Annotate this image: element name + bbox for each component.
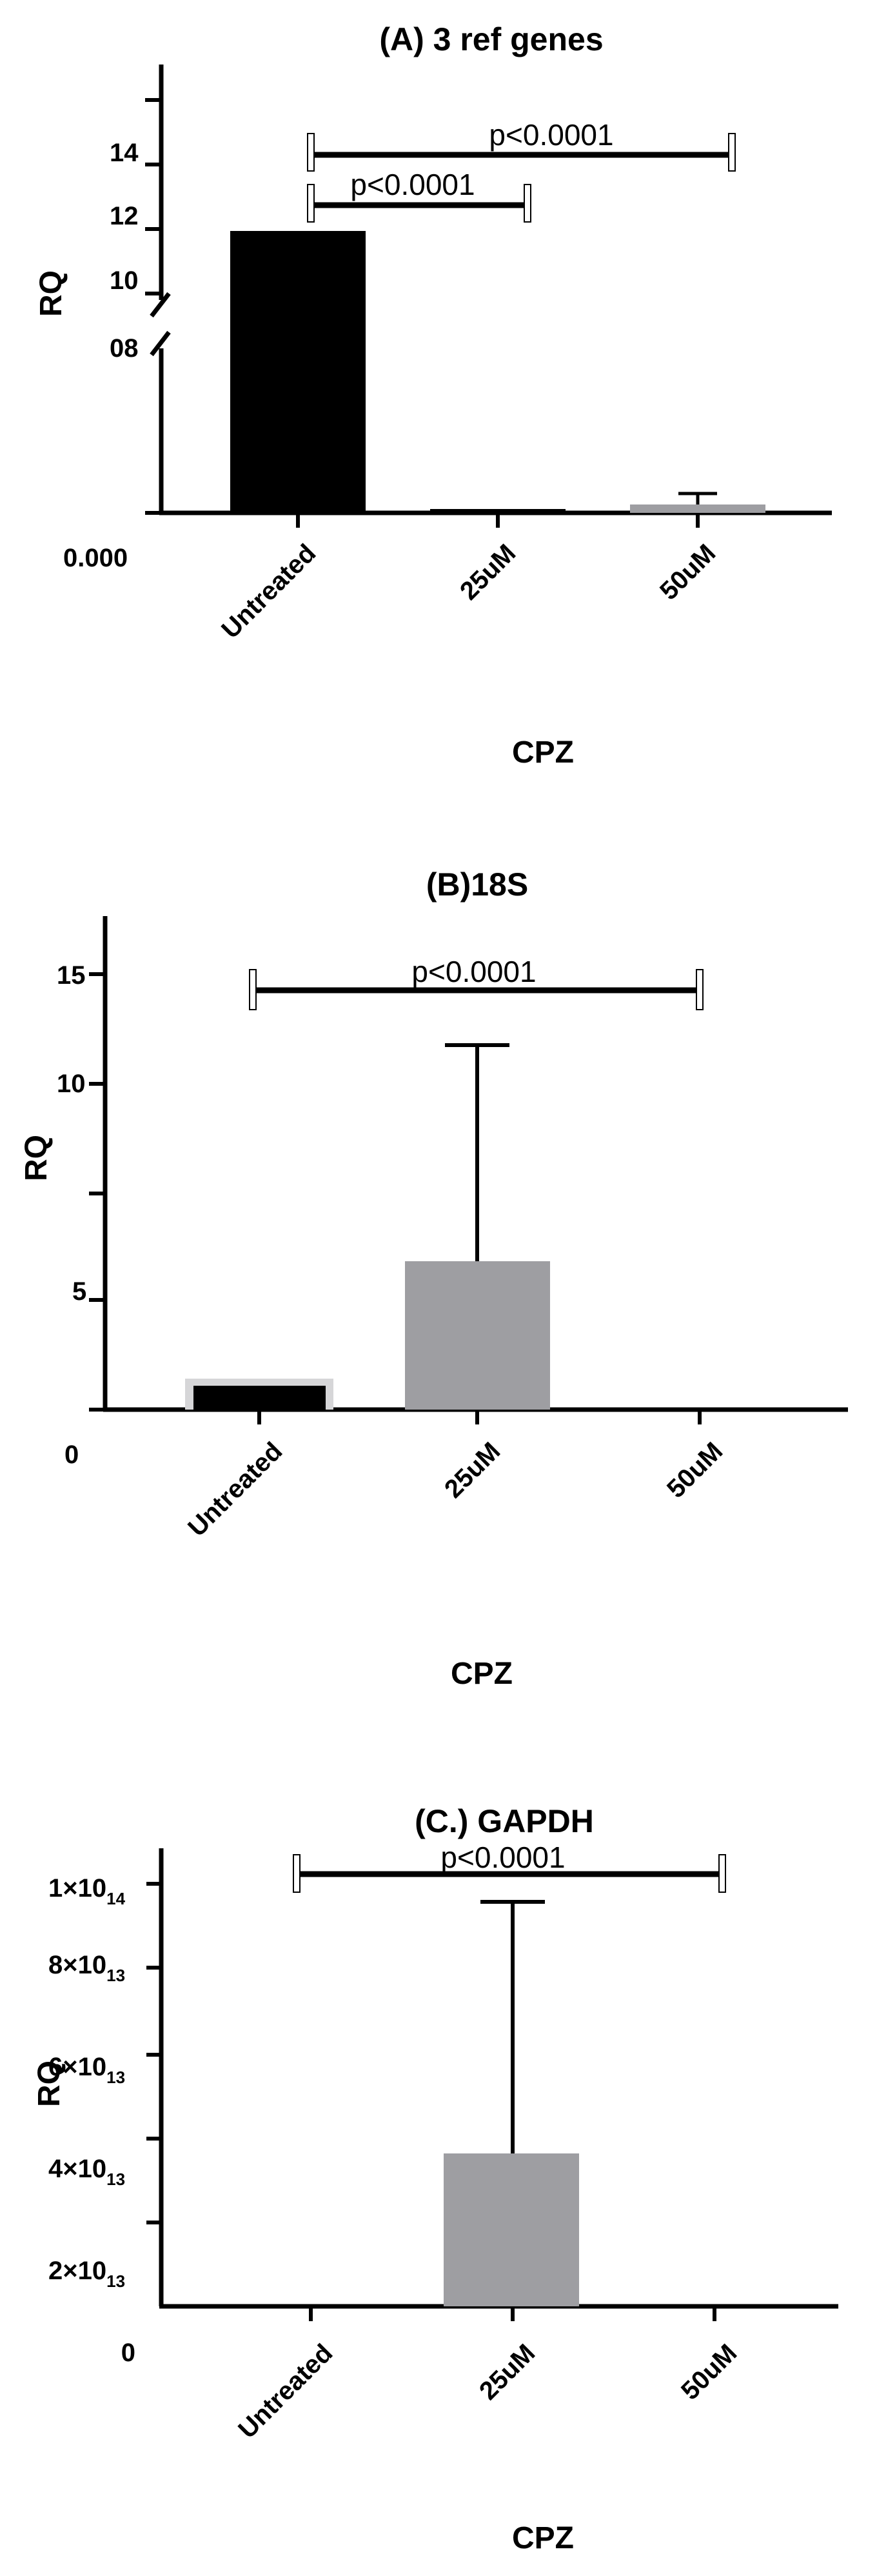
panel-c-y-axis-label: RQ	[32, 2061, 66, 2107]
panel-a-pvalue-label: p<0.0001	[489, 118, 613, 152]
panel-b-ytick-label: 0	[64, 1441, 79, 1469]
panel-a-x-axis-label: CPZ	[512, 735, 574, 770]
panel-b-bar-25um	[405, 1261, 550, 1410]
panel-b-pvalue-label: p<0.0001	[411, 955, 536, 988]
panel-a-bar-50um	[630, 504, 765, 513]
panel-a-ytick-label: 14	[110, 139, 139, 167]
panel-b-title: (B)18S	[426, 866, 528, 903]
panel-c-title: (C.) GAPDH	[415, 1803, 594, 1839]
panel-a-bar-untreated	[230, 231, 366, 513]
panel-a-significance-bracket: p<0.0001	[307, 168, 531, 223]
panel-c-xtick-label: Untreated	[233, 2339, 338, 2444]
panel-b-significance-bracket: p<0.0001	[249, 955, 704, 1010]
panel-a-ytick-label: 0.000	[63, 544, 128, 572]
panel-b-x-axis-label: CPZ	[451, 1657, 513, 1691]
panel-b-chart: (B)18S RQ CPZ 0 5 10 15 Untreated 25uM 5…	[19, 866, 848, 1691]
panel-a-title: (A) 3 ref genes	[379, 21, 603, 57]
panel-c-ytick-label: 1×1014	[48, 1874, 126, 1908]
panel-a-axis-break-mark	[150, 292, 171, 318]
panel-a-y-axis-label: RQ	[34, 270, 68, 317]
panel-b-bar-untreated	[193, 1386, 326, 1410]
panel-b-ytick-label: 10	[57, 1070, 86, 1098]
panel-a-ytick-label: 08	[110, 334, 139, 363]
panel-a-xtick-label: Untreated	[216, 539, 321, 644]
panel-c-xtick-label: 25uM	[474, 2339, 540, 2405]
panel-a-ytick-label: 10	[110, 266, 139, 295]
panel-c-chart: (C.) GAPDH RQ CPZ 0 2×1013 4×1013 6×1013…	[32, 1803, 838, 2555]
panel-c-significance-bracket: p<0.0001	[293, 1841, 726, 1893]
panel-a-axis-break-mark	[150, 330, 171, 357]
panel-c-pvalue-label: p<0.0001	[440, 1841, 565, 1874]
panel-c-xtick-label: 50uM	[676, 2339, 742, 2405]
panel-a-bar-25um	[430, 509, 566, 513]
panel-b-ytick-label: 5	[72, 1277, 86, 1306]
panel-c-ytick-label: 4×1013	[48, 2155, 125, 2189]
panel-a-significance-bracket: p<0.0001	[307, 118, 736, 172]
panel-a-xtick-label: 25uM	[455, 539, 521, 605]
panel-b-ytick-label: 15	[57, 961, 86, 990]
panel-a-ytick-label: 12	[110, 202, 139, 230]
panel-b-xtick-label: 50uM	[662, 1437, 728, 1503]
panel-c-ytick-label: 2×1013	[48, 2257, 125, 2291]
panel-a-xtick-label: 50uM	[655, 539, 721, 605]
panel-c-ytick-label: 8×1013	[48, 1951, 125, 1985]
panel-a-pvalue-label: p<0.0001	[350, 168, 475, 201]
panel-c-ytick-label: 0	[121, 2339, 135, 2367]
panel-c-x-axis-label: CPZ	[512, 2521, 574, 2555]
panel-c-ytick-label: 6×1013	[48, 2053, 125, 2087]
panel-b-y-axis-label: RQ	[19, 1135, 54, 1181]
panel-b-xtick-label: 25uM	[439, 1437, 506, 1503]
panel-c-bar-25um	[444, 2153, 579, 2306]
panel-b-xtick-label: Untreated	[182, 1437, 288, 1542]
panel-a-chart: (A) 3 ref genes RQ CPZ 0.000 08 10 12 14…	[34, 21, 832, 770]
